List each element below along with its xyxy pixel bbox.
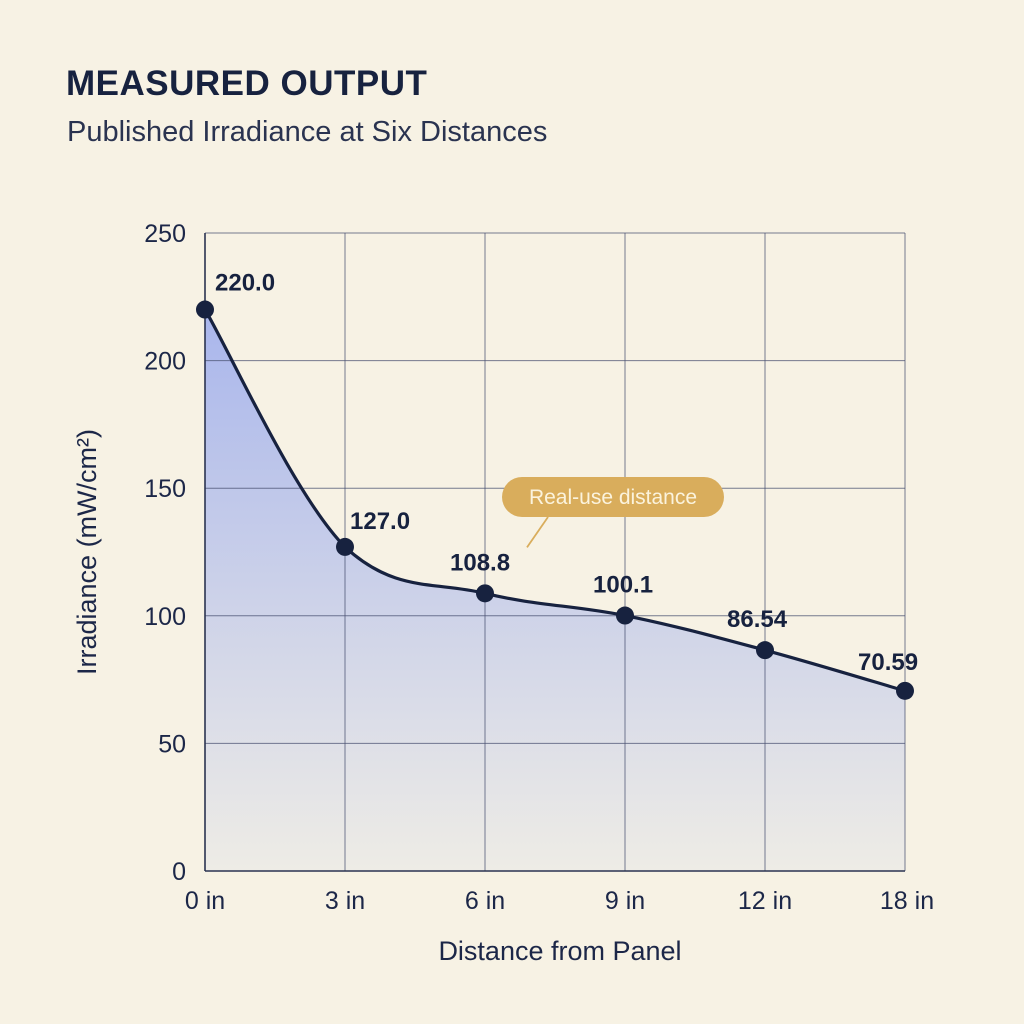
area-fill	[205, 309, 905, 871]
data-label: 86.54	[727, 606, 788, 633]
area-fill-layer	[205, 309, 905, 871]
y-tick-label: 150	[144, 475, 186, 503]
data-label: 127.0	[350, 508, 410, 535]
y-axis-title: Irradiance (mW/cm²)	[72, 429, 102, 675]
data-label: 220.0	[215, 270, 275, 297]
y-axis-ticks: 0 50 100 150 200 250	[144, 220, 186, 886]
data-point-0-in	[196, 300, 214, 319]
chart-subtitle: Published Irradiance at Six Distances	[67, 116, 548, 148]
y-tick-label: 250	[144, 220, 186, 248]
data-label: 70.59	[858, 649, 918, 676]
data-point-12-in	[756, 641, 774, 660]
y-tick-label: 0	[172, 858, 186, 886]
annotation-layer: Real-use distance	[502, 477, 724, 548]
data-label: 108.8	[450, 549, 510, 576]
x-tick-label: 18 in	[880, 887, 934, 915]
data-point-18-in	[896, 681, 914, 700]
data-point-9-in	[616, 606, 634, 625]
data-labels-layer: 220.0 127.0 108.8 100.1 86.54 70.59	[215, 270, 918, 676]
series-line	[203, 307, 907, 693]
x-tick-label: 6 in	[465, 887, 505, 915]
y-tick-label: 200	[144, 348, 186, 376]
y-tick-label: 50	[158, 730, 186, 758]
annotation-text: Real-use distance	[529, 486, 697, 509]
chart-title: MEASURED OUTPUT	[66, 64, 428, 103]
x-tick-label: 9 in	[605, 887, 645, 915]
x-axis-ticks: 0 in 3 in 6 in 9 in 12 in 18 in	[185, 887, 934, 915]
x-tick-label: 0 in	[185, 887, 225, 915]
annotation-leader	[526, 516, 549, 548]
data-label: 100.1	[593, 572, 653, 599]
y-tick-label: 100	[144, 603, 186, 631]
points-layer	[196, 300, 914, 700]
x-tick-label: 12 in	[738, 887, 792, 915]
x-axis-title: Distance from Panel	[438, 936, 681, 966]
line-layer	[203, 307, 907, 693]
annotation-badge	[502, 477, 724, 517]
data-point-3-in	[336, 537, 354, 556]
x-tick-label: 3 in	[325, 887, 365, 915]
data-point-6-in	[476, 584, 494, 603]
